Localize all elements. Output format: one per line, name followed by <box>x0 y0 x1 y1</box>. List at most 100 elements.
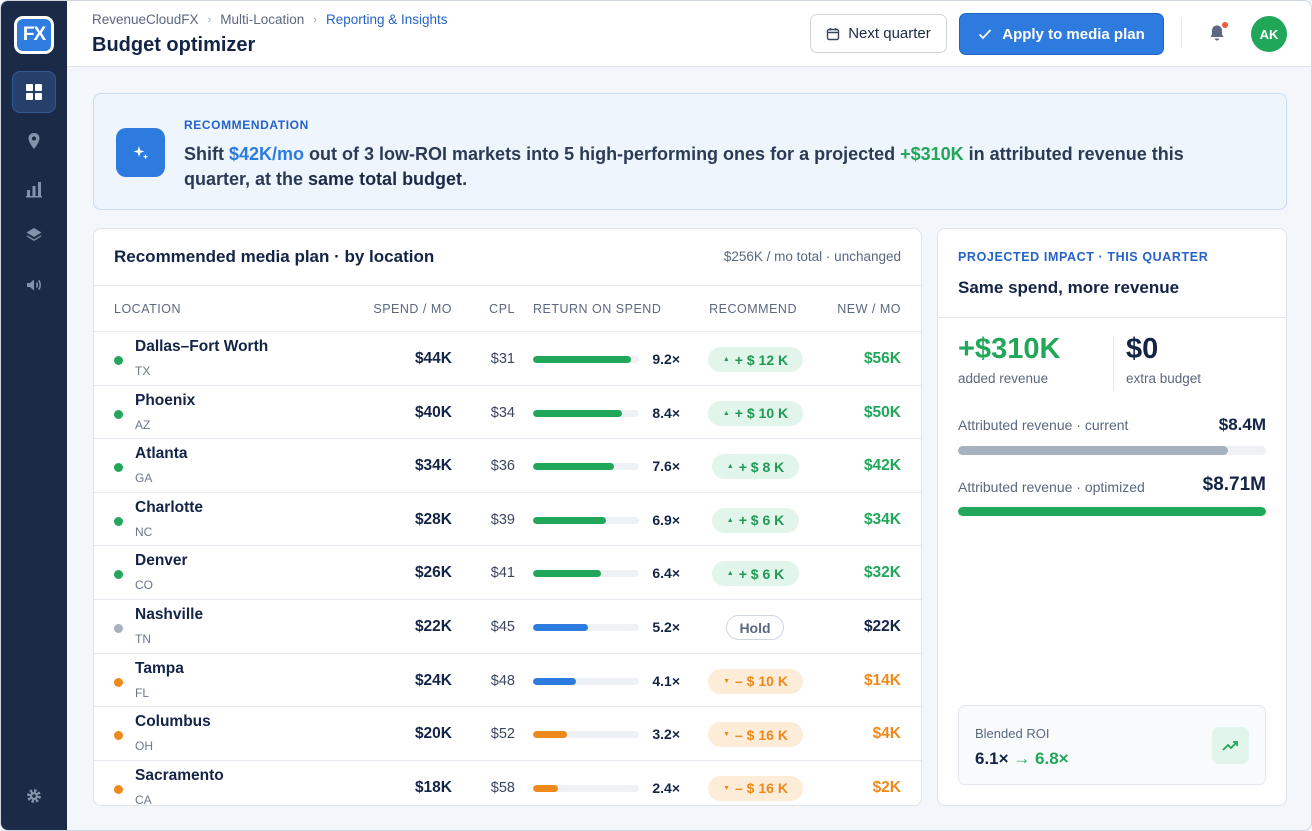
table-row[interactable]: Tampa FL $24K $48 4.1× ▼ – $ 10 K $14K <box>94 654 921 708</box>
arrow-down-icon: ▼ <box>723 731 730 739</box>
calendar-icon <box>827 27 840 40</box>
spend-value: $22K <box>414 618 452 635</box>
divider <box>938 317 1286 318</box>
arrow-down-icon: ▼ <box>723 784 730 792</box>
return-bar-fill <box>533 356 631 363</box>
avatar[interactable]: AK <box>1251 16 1287 52</box>
recommend-pill[interactable]: ▲ + $ 6 K <box>712 561 799 587</box>
arrow-up-icon: ▲ <box>722 409 730 417</box>
next-quarter-button[interactable]: Next quarter <box>810 14 947 53</box>
recommend-pill[interactable]: ▲ + $ 10 K <box>708 400 803 426</box>
sidebar-item-settings[interactable] <box>12 775 56 817</box>
spend-value: $28K <box>414 510 452 528</box>
location-state: CA <box>135 792 152 806</box>
breadcrumb-item-current[interactable]: Reporting & Insights <box>325 12 448 27</box>
recommend-label: – $ 16 K <box>735 726 788 743</box>
location-state: OH <box>135 739 153 754</box>
sidebar-item-dashboard[interactable] <box>12 71 56 113</box>
col-header-location[interactable]: LOCATION <box>114 302 181 316</box>
return-bar <box>533 677 639 685</box>
bell-icon[interactable] <box>1207 23 1227 43</box>
sidebar-item-locations[interactable] <box>12 120 56 162</box>
recommend-pill[interactable]: ▲ + $ 6 K <box>712 507 799 533</box>
current-revenue-fill <box>958 446 1228 455</box>
check-icon <box>979 29 992 40</box>
recommend-label: – $ 10 K <box>735 673 788 690</box>
chevron-right-icon: › <box>313 13 317 26</box>
optimized-revenue-label: Attributed revenue · optimized <box>958 479 1145 495</box>
notification-dot <box>1222 22 1228 28</box>
recommend-label: – $ 16 K <box>735 780 788 797</box>
table-row[interactable]: Phoenix AZ $40K $34 8.4× ▲ + $ 10 K $50K <box>94 386 921 440</box>
app-logo[interactable]: FX <box>14 16 54 54</box>
trend-up-icon[interactable] <box>1212 727 1249 764</box>
spend-value: $24K <box>414 671 452 689</box>
location-name: Atlanta <box>135 445 188 463</box>
return-value: 9.2× <box>652 351 680 367</box>
status-dot <box>114 784 123 794</box>
return-value: 6.9× <box>652 511 680 528</box>
recommend-pill[interactable]: ▲ + $ 12 K <box>708 347 803 372</box>
sidebar-item-reports[interactable] <box>12 168 56 210</box>
recommend-pill[interactable]: ▲ + $ 8 K <box>712 454 799 480</box>
breadcrumb-item-section[interactable]: Multi-Location <box>220 12 305 27</box>
recommend-label: + $ 6 K <box>738 512 785 529</box>
layers-icon <box>26 228 42 241</box>
return-bar <box>533 784 639 792</box>
new-spend-value: $56K <box>863 350 901 367</box>
table-row[interactable]: Columbus OH $20K $52 3.2× ▼ – $ 16 K $4K <box>94 707 921 761</box>
cpl-value: $31 <box>490 351 515 367</box>
recommendation-text: Shift $42K/mo out of 3 low-ROI markets i… <box>184 142 1254 192</box>
location-name: Columbus <box>135 713 211 731</box>
status-dot <box>114 731 123 741</box>
sidebar-item-campaigns[interactable] <box>12 264 56 306</box>
location-name: Phoenix <box>135 391 196 409</box>
sidebar-item-layers[interactable] <box>12 214 56 256</box>
recommend-label: + $ 8 K <box>738 458 785 475</box>
table-row[interactable]: Charlotte NC $28K $39 6.9× ▲ + $ 6 K $34K <box>94 493 921 547</box>
col-header-recommend[interactable]: RECOMMEND <box>709 302 797 316</box>
table-row[interactable]: Denver CO $26K $41 6.4× ▲ + $ 6 K $32K <box>94 546 921 600</box>
cpl-value: $36 <box>490 458 515 475</box>
sidebar: FX <box>1 1 67 830</box>
return-bar-fill <box>533 570 601 578</box>
location-name: Nashville <box>135 606 204 623</box>
recommend-pill[interactable]: ▼ – $ 16 K <box>708 722 803 748</box>
col-header-return[interactable]: RETURN ON SPEND <box>533 302 662 316</box>
table-row[interactable]: Sacramento CA $18K $58 2.4× ▼ – $ 16 K $2K <box>94 761 921 806</box>
table-row[interactable]: Atlanta GA $34K $36 7.6× ▲ + $ 8 K $42K <box>94 439 921 493</box>
recommend-label: + $ 6 K <box>738 565 785 582</box>
recommend-pill[interactable]: Hold <box>726 615 784 640</box>
return-bar-fill <box>533 731 567 739</box>
return-bar-fill <box>533 677 577 685</box>
added-revenue-value: +$310K <box>958 333 1061 365</box>
spend-value: $26K <box>414 564 452 582</box>
location-name: Charlotte <box>135 498 204 516</box>
extra-budget-value: $0 <box>1126 333 1159 365</box>
table-row[interactable]: Dallas–Fort Worth TX $44K $31 9.2× ▲ + $ 12 K $… <box>94 332 921 386</box>
location-state: NC <box>135 524 153 539</box>
recommend-pill[interactable]: ▼ – $ 16 K <box>708 775 803 801</box>
col-header-new[interactable]: NEW / MO <box>837 302 901 316</box>
chevron-right-icon: › <box>207 13 212 26</box>
arrow-up-icon: ▲ <box>726 463 734 471</box>
return-value: 4.1× <box>652 672 680 689</box>
recommend-pill[interactable]: ▼ – $ 10 K <box>708 668 803 694</box>
location-state: CO <box>135 578 153 593</box>
roi-to: 6.8× <box>1035 749 1069 768</box>
location-state: AZ <box>135 417 151 432</box>
spend-value: $34K <box>414 457 452 475</box>
return-bar-fill <box>533 784 559 792</box>
impact-label: PROJECTED IMPACT · THIS QUARTER <box>958 250 1209 264</box>
return-bar <box>533 356 639 363</box>
status-dot <box>114 677 123 687</box>
sparkle-icon <box>116 128 165 177</box>
rec-text-part: out of 3 low-ROI markets into 5 high-per… <box>304 144 901 164</box>
breadcrumb-item-root[interactable]: RevenueCloudFX <box>92 12 199 27</box>
apply-to-media-plan-button[interactable]: Apply to media plan <box>959 13 1164 55</box>
col-header-spend[interactable]: SPEND / MO <box>373 302 452 316</box>
col-header-cpl[interactable]: CPL <box>489 302 515 316</box>
cpl-value: $48 <box>490 672 515 689</box>
table-row[interactable]: Nashville TN $22K $45 5.2× Hold $22K <box>94 600 921 654</box>
